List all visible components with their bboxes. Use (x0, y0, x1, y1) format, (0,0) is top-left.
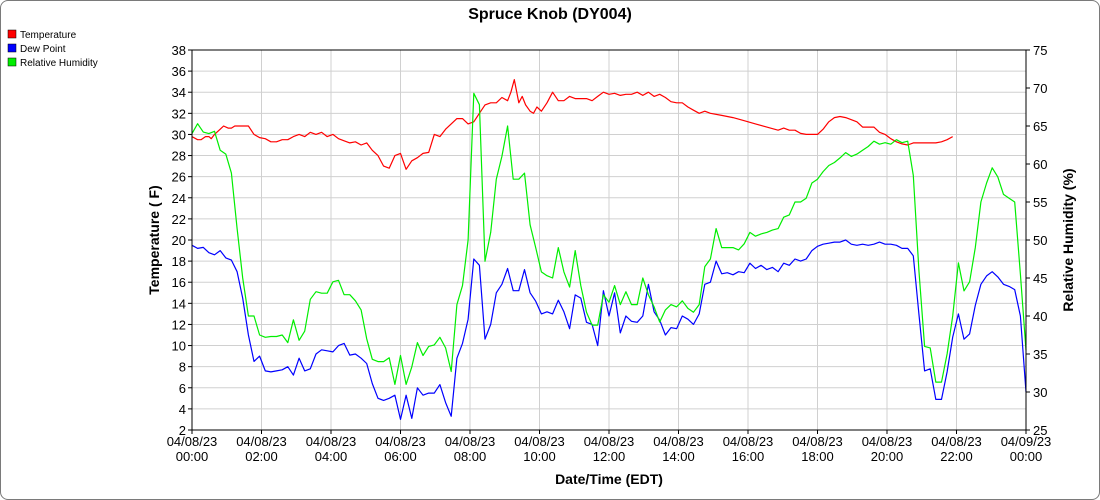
y-tick-label-left: 20 (172, 233, 186, 248)
x-axis-title: Date/Time (EDT) (555, 471, 663, 487)
x-tick-date-label: 04/08/23 (514, 434, 565, 449)
y-tick-label-right: 30 (1033, 385, 1047, 400)
x-tick-date-label: 04/08/23 (584, 434, 635, 449)
x-tick-time-label: 12:00 (593, 449, 626, 464)
x-tick-time-label: 10:00 (523, 449, 556, 464)
y-tick-label-right: 50 (1033, 233, 1047, 248)
x-tick-date-label: 04/08/23 (723, 434, 774, 449)
chart-title: Spruce Knob (DY004) (468, 6, 632, 23)
y-tick-label-right: 55 (1033, 195, 1047, 210)
x-tick-date-label: 04/08/23 (167, 434, 218, 449)
x-tick-date-label: 04/08/23 (862, 434, 913, 449)
x-tick-time-label: 00:00 (176, 449, 209, 464)
legend-swatch-dew-point (7, 43, 17, 53)
y-tick-label-left: 32 (172, 106, 186, 121)
y-tick-label-left: 30 (172, 127, 186, 142)
y-tick-label-left: 10 (172, 339, 186, 354)
x-tick-time-label: 02:00 (245, 449, 278, 464)
y-tick-label-right: 45 (1033, 271, 1047, 286)
y-tick-label-right: 75 (1033, 43, 1047, 58)
x-tick-date-label: 04/09/23 (1001, 434, 1052, 449)
x-tick-date-label: 04/08/23 (236, 434, 287, 449)
plot-area: 2468101214161820222426283032343638253035… (167, 43, 1052, 464)
x-tick-time-label: 18:00 (801, 449, 834, 464)
y-tick-label-left: 4 (179, 402, 186, 417)
y-tick-label-left: 22 (172, 212, 186, 227)
y-tick-label-left: 38 (172, 43, 186, 58)
y-tick-label-left: 28 (172, 149, 186, 164)
y-tick-label-left: 6 (179, 381, 186, 396)
y-tick-label-right: 65 (1033, 119, 1047, 134)
y-tick-label-left: 14 (172, 296, 186, 311)
legend-label-relative-humidity: Relative Humidity (20, 58, 98, 69)
x-tick-time-label: 14:00 (662, 449, 695, 464)
legend-swatch-relative-humidity (7, 57, 17, 67)
y-tick-label-left: 24 (172, 191, 186, 206)
y-axis-title-left: Temperature ( F) (146, 185, 162, 294)
series-line-temperature (191, 78, 953, 170)
x-tick-date-label: 04/08/23 (792, 434, 843, 449)
y-tick-label-left: 16 (172, 275, 186, 290)
plot-border (191, 49, 1027, 431)
x-tick-time-label: 06:00 (384, 449, 417, 464)
x-tick-time-label: 00:00 (1010, 449, 1043, 464)
y-tick-label-right: 70 (1033, 81, 1047, 96)
series-line-dew-point (191, 239, 1027, 420)
x-tick-time-label: 16:00 (732, 449, 765, 464)
legend: Temperature Dew Point Relative Humidity (7, 29, 98, 69)
y-axis-title-right: Relative Humidity (%) (1060, 168, 1076, 311)
x-tick-date-label: 04/08/23 (306, 434, 357, 449)
y-tick-label-right: 40 (1033, 309, 1047, 324)
x-tick-date-label: 04/08/23 (445, 434, 496, 449)
y-tick-label-right: 35 (1033, 347, 1047, 362)
y-tick-label-left: 34 (172, 85, 186, 100)
y-tick-label-left: 8 (179, 360, 186, 375)
y-tick-label-left: 2 (179, 423, 186, 438)
series-line-relative-humidity (191, 92, 1027, 385)
y-tick-label-right: 60 (1033, 157, 1047, 172)
x-tick-date-label: 04/08/23 (375, 434, 426, 449)
x-tick-time-label: 08:00 (454, 449, 487, 464)
y-tick-label-left: 12 (172, 317, 186, 332)
y-tick-label-left: 26 (172, 170, 186, 185)
y-tick-label-left: 18 (172, 254, 186, 269)
x-tick-time-label: 22:00 (940, 449, 973, 464)
legend-swatch-temperature (7, 29, 17, 39)
legend-label-temperature: Temperature (20, 30, 77, 41)
y-tick-label-left: 36 (172, 64, 186, 79)
legend-label-dew-point: Dew Point (20, 44, 66, 55)
x-tick-date-label: 04/08/23 (653, 434, 704, 449)
y-tick-label-right: 25 (1033, 423, 1047, 438)
x-tick-time-label: 20:00 (871, 449, 904, 464)
x-tick-time-label: 04:00 (315, 449, 348, 464)
x-tick-date-label: 04/08/23 (931, 434, 982, 449)
